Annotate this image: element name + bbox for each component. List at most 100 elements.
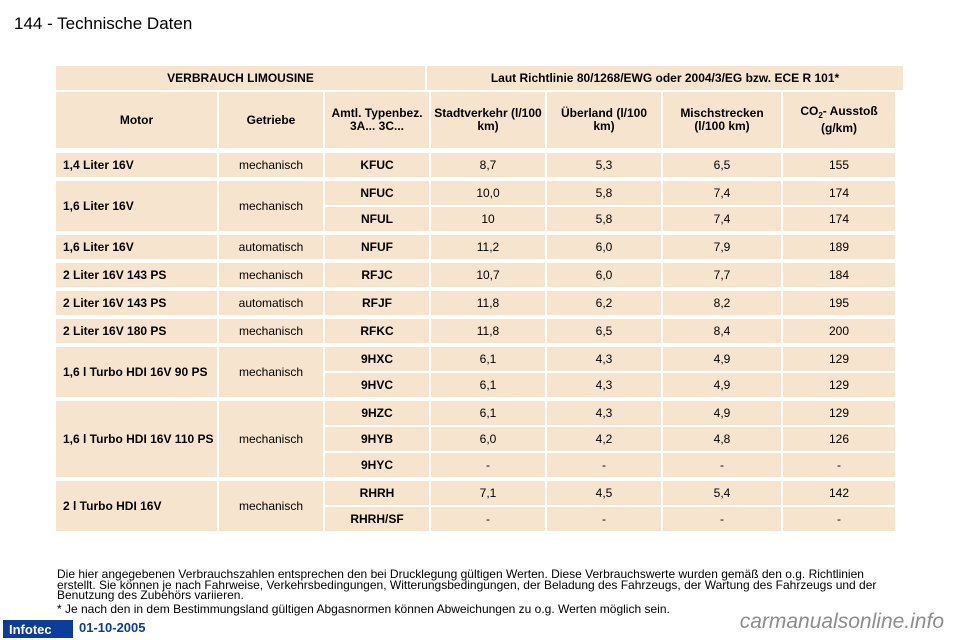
motor-cell: 2 Liter 16V 180 PS: [56, 319, 217, 343]
typ-cell: 9HYB: [325, 427, 429, 451]
co2-cell: 126: [783, 427, 895, 451]
stadt-cell: 11,8: [431, 319, 545, 343]
co2-cell: 184: [783, 263, 895, 287]
ueberland-cell: 6,5: [547, 319, 661, 343]
stadt-cell: 10: [431, 207, 545, 231]
stadt-cell: -: [431, 453, 545, 477]
stadt-cell: -: [431, 507, 545, 531]
typ-cell: RFJC: [325, 263, 429, 287]
stadt-cell: 7,1: [431, 481, 545, 505]
stadt-cell: 11,2: [431, 235, 545, 259]
typ-cell: KFUC: [325, 153, 429, 177]
row-group: 2 Liter 16V 143 PS mechanisch RFJC 10,7 6,0 7…: [56, 263, 903, 287]
ueberland-cell: 6,0: [547, 263, 661, 287]
ueberland-cell: 5,8: [547, 181, 661, 205]
co2-prefix: CO: [800, 104, 819, 118]
co2-cell: -: [783, 453, 895, 477]
misch-cell: 6,5: [663, 153, 781, 177]
motor-cell: 2 Liter 16V 143 PS: [56, 291, 217, 315]
typ-cell: RFJF: [325, 291, 429, 315]
co2-cell: 155: [783, 153, 895, 177]
ueberland-cell: 6,2: [547, 291, 661, 315]
misch-cell: 4,9: [663, 347, 781, 371]
table-title-row: VERBRAUCH LIMOUSINE Laut Richtlinie 80/1…: [56, 66, 903, 90]
ueberland-cell: 5,8: [547, 207, 661, 231]
misch-cell: 4,9: [663, 373, 781, 397]
asterisk-note: * Je nach den in dem Bestimmungsland gül…: [57, 602, 670, 616]
co2-cell: 129: [783, 401, 895, 425]
co2-cell: -: [783, 507, 895, 531]
getriebe-cell: mechanisch: [219, 347, 323, 397]
co2-cell: 189: [783, 235, 895, 259]
misch-cell: 4,9: [663, 401, 781, 425]
ueberland-cell: 4,3: [547, 373, 661, 397]
column-header-getriebe: Getriebe: [219, 92, 323, 148]
column-header-ueberland: Überland (l/100 km): [547, 92, 661, 148]
typ-cell: 9HXC: [325, 347, 429, 371]
watermark: carmanualsonline.info: [739, 610, 944, 633]
co2-suffix: - Ausstoß (g/km): [821, 104, 878, 135]
row-group: 2 Liter 16V 143 PS automatisch RFJF 11,8 6,2…: [56, 291, 903, 315]
column-header-misch: Mischstrecken (l/100 km): [663, 92, 781, 148]
co2-cell: 174: [783, 207, 895, 231]
co2-cell: 200: [783, 319, 895, 343]
misch-cell: 7,4: [663, 207, 781, 231]
misch-cell: 5,4: [663, 481, 781, 505]
row-group: 1,6 l Turbo HDI 16V 110 PS mechanisch 9HZC…: [56, 401, 903, 477]
column-header-row: Motor Getriebe Amtl. Typenbez. 3A... 3C.…: [56, 92, 903, 148]
getriebe-cell: mechanisch: [219, 181, 323, 231]
misch-cell: 7,7: [663, 263, 781, 287]
getriebe-cell: mechanisch: [219, 263, 323, 287]
misch-cell: -: [663, 453, 781, 477]
misch-cell: 8,4: [663, 319, 781, 343]
typ-cell: RHRH/SF: [325, 507, 429, 531]
co2-subscript: 2: [818, 111, 823, 120]
co2-cell: 174: [783, 181, 895, 205]
motor-cell: 2 Liter 16V 143 PS: [56, 263, 217, 287]
ueberland-cell: -: [547, 453, 661, 477]
footnote: Die hier angegebenen Verbrauchszahlen en…: [57, 567, 877, 602]
row-group: 1,6 Liter 16V automatisch NFUF 11,2 6,0 7,9 18…: [56, 235, 903, 259]
ueberland-cell: 4,3: [547, 401, 661, 425]
typ-cell: NFUL: [325, 207, 429, 231]
ueberland-cell: 6,0: [547, 235, 661, 259]
stadt-cell: 10,0: [431, 181, 545, 205]
stadt-cell: 11,8: [431, 291, 545, 315]
typ-cell: 9HYC: [325, 453, 429, 477]
row-group: 1,6 Liter 16V mechanisch NFUC 10,0 5,8 7,4 174…: [56, 181, 903, 231]
co2-cell: 142: [783, 481, 895, 505]
typ-cell: NFUC: [325, 181, 429, 205]
ueberland-cell: 4,3: [547, 347, 661, 371]
getriebe-cell: automatisch: [219, 235, 323, 259]
motor-cell: 1,6 Liter 16V: [56, 181, 217, 231]
getriebe-cell: mechanisch: [219, 319, 323, 343]
motor-cell: 2 l Turbo HDI 16V: [56, 481, 217, 531]
misch-cell: 7,4: [663, 181, 781, 205]
motor-cell: 1,6 l Turbo HDI 16V 110 PS: [56, 401, 217, 477]
typ-cell: RHRH: [325, 481, 429, 505]
page-title: 144 - Technische Daten: [14, 14, 193, 33]
table-title-right: Laut Richtlinie 80/1268/EWG oder 2004/3/…: [427, 66, 903, 90]
stadt-cell: 6,0: [431, 427, 545, 451]
misch-cell: 7,9: [663, 235, 781, 259]
motor-cell: 1,6 Liter 16V: [56, 235, 217, 259]
stadt-cell: 8,7: [431, 153, 545, 177]
getriebe-cell: mechanisch: [219, 481, 323, 531]
consumption-table: VERBRAUCH LIMOUSINE Laut Richtlinie 80/1…: [56, 66, 903, 531]
typ-cell: 9HVC: [325, 373, 429, 397]
ueberland-cell: 4,5: [547, 481, 661, 505]
column-header-motor: Motor: [56, 92, 217, 148]
infotec-logo: Infotec: [3, 620, 73, 638]
column-header-co2: CO2- Ausstoß (g/km): [783, 92, 895, 148]
getriebe-cell: mechanisch: [219, 401, 323, 477]
ueberland-cell: 5,3: [547, 153, 661, 177]
stadt-cell: 10,7: [431, 263, 545, 287]
typ-cell: 9HZC: [325, 401, 429, 425]
stadt-cell: 6,1: [431, 347, 545, 371]
row-group: 1,6 l Turbo HDI 16V 90 PS mechanisch 9HXC 6…: [56, 347, 903, 397]
getriebe-cell: mechanisch: [219, 153, 323, 177]
table-body: 1,4 Liter 16V mechanisch KFUC 8,7 5,3 6,5 155 1…: [56, 153, 903, 531]
misch-cell: 4,8: [663, 427, 781, 451]
table-title-left: VERBRAUCH LIMOUSINE: [56, 66, 425, 90]
co2-cell: 195: [783, 291, 895, 315]
